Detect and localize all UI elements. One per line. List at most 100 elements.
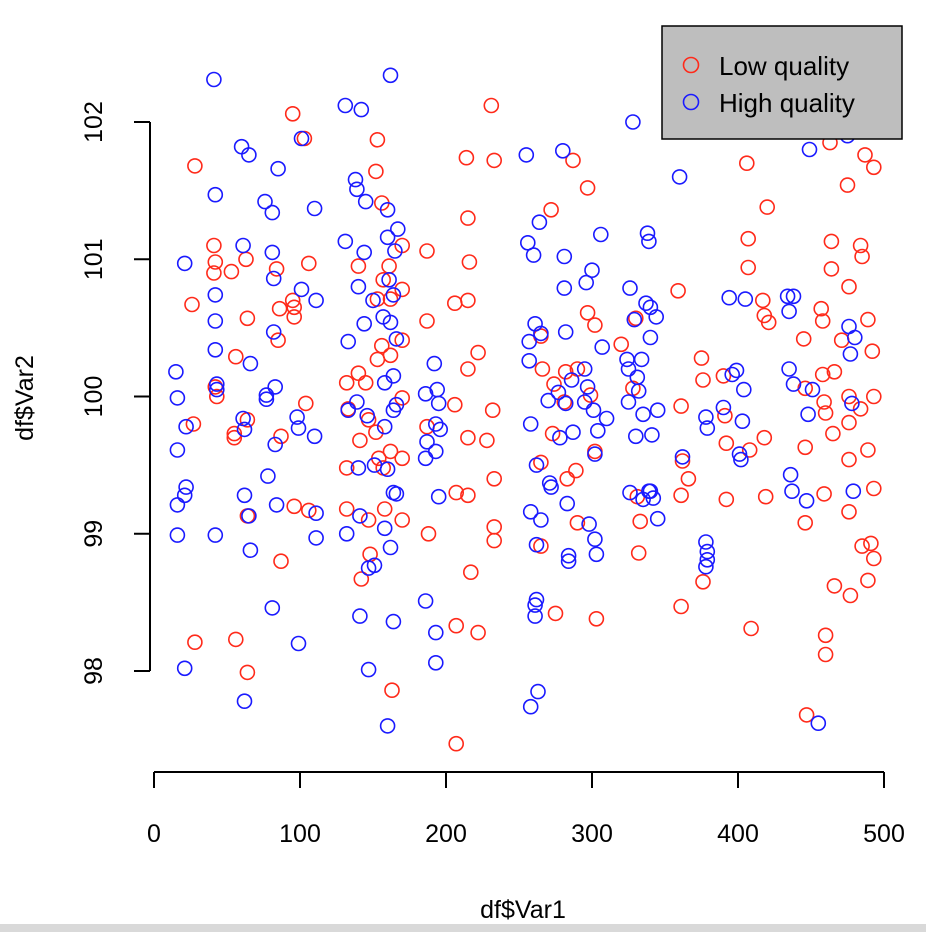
point-low-quality bbox=[841, 388, 857, 405]
point-low-quality bbox=[865, 550, 882, 567]
point-high-quality bbox=[559, 495, 576, 512]
point-low-quality bbox=[839, 177, 856, 193]
point-high-quality bbox=[376, 520, 393, 537]
point-low-quality bbox=[760, 314, 777, 331]
y-tick-label-99: 99 bbox=[80, 520, 108, 548]
point-low-quality bbox=[187, 158, 203, 174]
point-high-quality bbox=[176, 255, 193, 272]
point-low-quality bbox=[448, 617, 465, 634]
point-high-quality bbox=[207, 287, 224, 303]
point-low-quality bbox=[357, 374, 374, 391]
point-high-quality bbox=[340, 402, 357, 419]
point-low-quality bbox=[382, 291, 399, 307]
point-high-quality bbox=[585, 402, 602, 419]
point-high-quality bbox=[427, 443, 444, 460]
point-high-quality bbox=[698, 558, 714, 575]
point-high-quality bbox=[525, 247, 542, 263]
point-low-quality bbox=[673, 487, 689, 504]
point-low-quality bbox=[369, 351, 386, 368]
point-high-quality bbox=[619, 351, 635, 368]
point-high-quality bbox=[841, 318, 857, 335]
point-high-quality bbox=[257, 193, 273, 210]
point-high-quality bbox=[589, 422, 606, 439]
point-high-quality bbox=[785, 288, 802, 305]
point-high-quality bbox=[630, 383, 647, 399]
point-high-quality bbox=[846, 329, 863, 346]
point-high-quality bbox=[359, 407, 376, 424]
point-high-quality bbox=[578, 274, 595, 291]
point-high-quality bbox=[622, 484, 638, 501]
point-high-quality bbox=[270, 160, 286, 177]
point-high-quality bbox=[733, 451, 749, 468]
point-high-quality bbox=[235, 237, 251, 254]
point-high-quality bbox=[357, 193, 374, 210]
point-high-quality bbox=[267, 379, 284, 395]
point-low-quality bbox=[823, 233, 840, 250]
point-low-quality bbox=[460, 487, 476, 504]
point-high-quality bbox=[209, 381, 225, 398]
point-low-quality bbox=[360, 512, 377, 528]
point-high-quality bbox=[236, 693, 253, 710]
point-high-quality bbox=[353, 101, 370, 118]
point-high-quality bbox=[531, 214, 548, 230]
point-low-quality bbox=[579, 304, 596, 321]
point-high-quality bbox=[427, 624, 444, 641]
point-low-quality bbox=[420, 525, 437, 542]
point-high-quality bbox=[565, 424, 581, 441]
point-low-quality bbox=[543, 202, 559, 218]
point-high-quality bbox=[290, 420, 307, 436]
point-high-quality bbox=[385, 287, 402, 303]
point-low-quality bbox=[854, 248, 870, 265]
point-low-quality bbox=[368, 163, 384, 180]
point-low-quality bbox=[419, 243, 435, 259]
point-high-quality bbox=[556, 280, 573, 296]
point-low-quality bbox=[228, 348, 244, 365]
point-high-quality bbox=[798, 492, 815, 509]
point-low-quality bbox=[338, 501, 355, 517]
point-low-quality bbox=[209, 388, 225, 405]
point-low-quality bbox=[460, 210, 476, 226]
point-high-quality bbox=[560, 547, 577, 564]
point-low-quality bbox=[486, 519, 503, 535]
point-high-quality bbox=[522, 503, 539, 520]
point-high-quality bbox=[379, 229, 396, 246]
point-low-quality bbox=[419, 418, 435, 435]
point-low-quality bbox=[841, 414, 857, 431]
point-low-quality bbox=[368, 424, 384, 441]
point-high-quality bbox=[554, 143, 571, 159]
point-high-quality bbox=[560, 553, 577, 570]
point-low-quality bbox=[486, 532, 503, 549]
point-high-quality bbox=[352, 508, 368, 524]
point-low-quality bbox=[369, 132, 386, 148]
legend-label-high-quality: High quality bbox=[719, 88, 855, 118]
point-low-quality bbox=[826, 578, 843, 594]
point-high-quality bbox=[382, 314, 399, 331]
point-high-quality bbox=[698, 409, 714, 425]
point-low-quality bbox=[382, 443, 399, 460]
point-high-quality bbox=[379, 718, 396, 734]
point-high-quality bbox=[387, 243, 403, 259]
legend-label-low-quality: Low quality bbox=[719, 51, 849, 81]
point-low-quality bbox=[187, 634, 203, 651]
point-low-quality bbox=[207, 254, 224, 270]
point-high-quality bbox=[265, 270, 282, 287]
point-low-quality bbox=[284, 292, 301, 309]
x-ticks: 0 100 200 300 400 500 bbox=[147, 772, 905, 848]
point-low-quality bbox=[461, 254, 478, 270]
point-high-quality bbox=[581, 516, 597, 532]
point-high-quality bbox=[338, 525, 355, 542]
point-high-quality bbox=[379, 202, 396, 218]
point-low-quality bbox=[823, 261, 840, 277]
point-low-quality bbox=[223, 263, 240, 280]
point-low-quality bbox=[206, 237, 222, 254]
point-high-quality bbox=[598, 410, 615, 427]
point-high-quality bbox=[721, 289, 738, 306]
point-high-quality bbox=[430, 395, 447, 412]
point-high-quality bbox=[735, 381, 752, 398]
point-low-quality bbox=[239, 310, 256, 327]
point-high-quality bbox=[641, 233, 657, 250]
y-ticks: 98 99 100 101 102 bbox=[80, 101, 150, 685]
point-high-quality bbox=[594, 339, 611, 355]
point-high-quality bbox=[241, 508, 257, 524]
point-low-quality bbox=[864, 343, 881, 360]
